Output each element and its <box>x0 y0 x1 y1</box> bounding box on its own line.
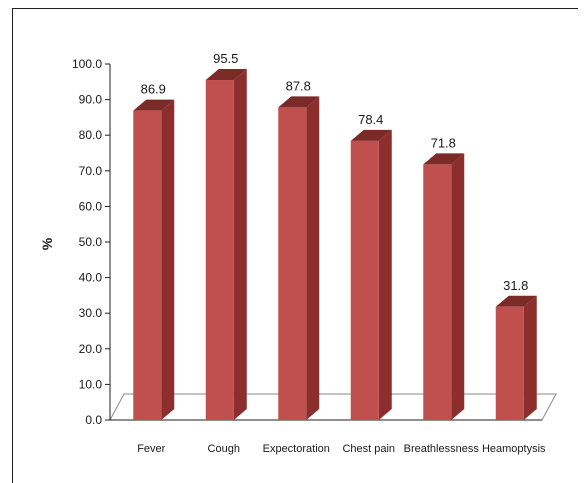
data-label: 95.5 <box>213 51 238 66</box>
x-tick-label: Chest pain <box>342 443 395 455</box>
y-tick-label: 50.0 <box>79 235 103 249</box>
bar-top <box>278 96 320 108</box>
x-tick-label: Breathlessness <box>404 443 480 455</box>
x-tick-label: Fever <box>137 443 165 455</box>
y-tick-label: 30.0 <box>79 306 103 320</box>
bar <box>133 99 175 421</box>
x-tick-label: Cough <box>208 443 240 455</box>
bar-side <box>233 69 247 421</box>
data-label: 86.9 <box>141 82 166 97</box>
bar-top <box>495 295 537 307</box>
bar-top <box>133 99 175 111</box>
data-labels: 86.9 95.5 87.8 78.4 71.8 31.8 <box>141 51 529 293</box>
bar-side <box>523 295 537 420</box>
y-tick-label: 100.0 <box>72 57 102 71</box>
data-label: 31.8 <box>503 278 528 293</box>
bar <box>278 96 320 420</box>
chart-frame <box>12 8 578 483</box>
bar-front <box>205 80 234 421</box>
data-label: 87.8 <box>286 78 311 93</box>
y-tick-label: 90.0 <box>79 93 103 107</box>
y-tick-label: 40.0 <box>79 271 103 285</box>
x-tick-label: Heamoptysis <box>482 443 546 455</box>
x-axis-labels: Fever Cough Expectoration Chest pain Breathl… <box>137 443 546 455</box>
y-tick-label: 70.0 <box>79 164 103 178</box>
bar-side <box>378 129 392 420</box>
bar-front <box>423 164 452 420</box>
bar <box>350 129 392 420</box>
bar-front <box>278 107 307 420</box>
y-tick-label: 10.0 <box>79 377 103 391</box>
y-tick-label: 80.0 <box>79 128 103 142</box>
bar <box>205 69 247 421</box>
bar <box>423 153 465 420</box>
data-label: 78.4 <box>358 112 383 127</box>
bar-front <box>350 140 379 420</box>
bar-side <box>306 96 320 420</box>
bar-front <box>495 306 524 420</box>
y-tick-label: 0.0 <box>85 413 102 427</box>
chart-floor <box>109 393 557 421</box>
bar-front <box>133 110 162 421</box>
bar-top <box>350 129 392 141</box>
bar <box>495 295 537 420</box>
data-label: 71.8 <box>431 135 456 150</box>
bar-side <box>161 99 175 421</box>
bar-top <box>205 69 247 81</box>
y-axis: 0.0 10.0 20.0 30.0 40.0 50.0 60.0 70.0 80.0 90.0 1… <box>72 57 111 427</box>
bar-top <box>423 153 465 165</box>
y-tick-label: 20.0 <box>79 342 103 356</box>
floor-plane <box>109 393 557 421</box>
bars <box>133 69 537 421</box>
y-tick-label: 60.0 <box>79 199 103 213</box>
bar-side <box>451 153 465 420</box>
y-axis-label: % <box>39 237 55 250</box>
x-tick-label: Expectoration <box>263 443 330 455</box>
